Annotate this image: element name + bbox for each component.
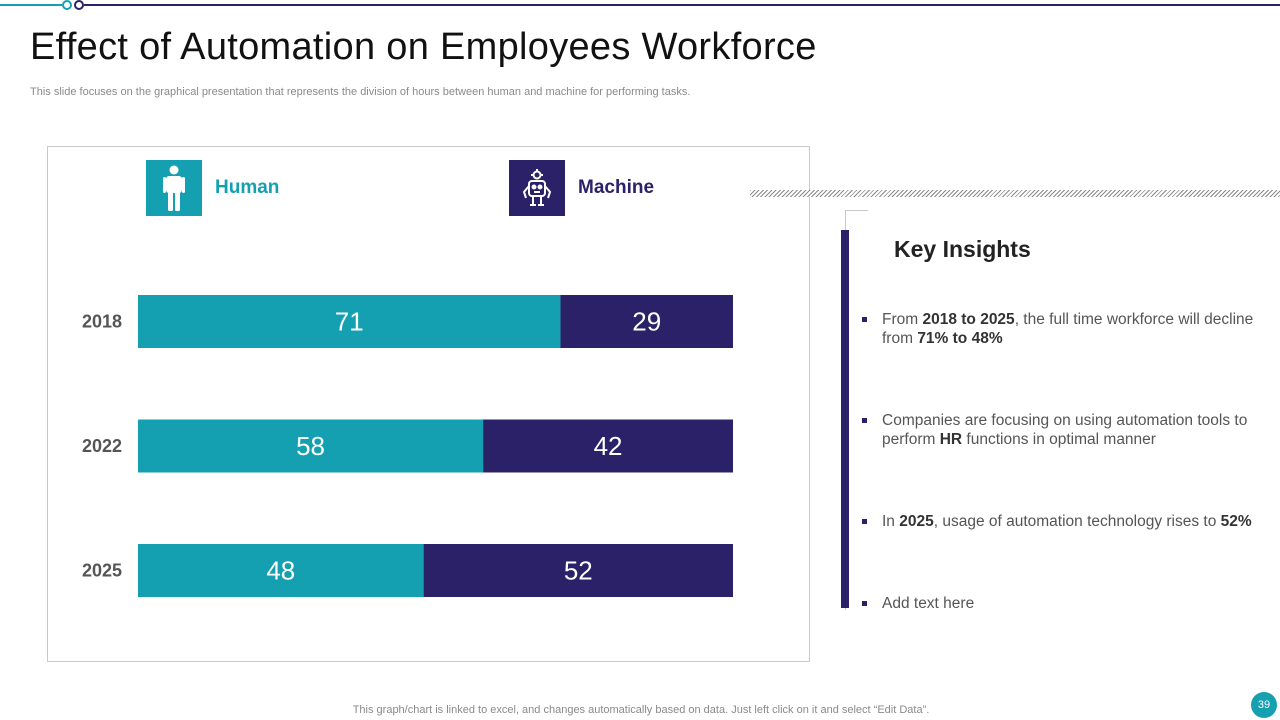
person-icon bbox=[146, 160, 202, 216]
insights-accent-bar bbox=[841, 230, 849, 608]
slide-title: Effect of Automation on Employees Workfo… bbox=[30, 26, 817, 68]
bar-segment-machine-2022[interactable] bbox=[483, 419, 733, 473]
insight-text: From 2018 to 2025, the full time workfor… bbox=[882, 310, 1272, 348]
robot-icon bbox=[509, 160, 565, 216]
insight-emphasis: HR bbox=[939, 431, 963, 448]
insight-emphasis: 71% to 48% bbox=[917, 330, 1003, 347]
top-rule-dark-ring bbox=[74, 0, 84, 10]
top-decorative-rule bbox=[0, 0, 1280, 12]
insight-bullet bbox=[862, 418, 867, 423]
bar-segment-machine-2018[interactable] bbox=[560, 295, 733, 348]
insight-emphasis: 2018 to 2025 bbox=[922, 311, 1015, 328]
top-rule-teal-ring bbox=[62, 0, 72, 10]
insight-bullet bbox=[862, 317, 867, 322]
legend-human: Human bbox=[146, 160, 279, 216]
insight-text: Add text here bbox=[882, 594, 974, 613]
top-rule-dark-line bbox=[84, 4, 1280, 6]
legend-machine: Machine bbox=[509, 160, 654, 216]
bar-segment-human-2025[interactable] bbox=[138, 544, 424, 597]
legend-machine-label: Machine bbox=[578, 177, 655, 198]
insight-segment: , the full time workforce will decline f… bbox=[882, 311, 1254, 347]
insight-bullet bbox=[862, 519, 867, 524]
insight-emphasis: 52% bbox=[1220, 513, 1252, 530]
page-number-badge: 39 bbox=[1251, 692, 1277, 718]
slide-subtitle: This slide focuses on the graphical pres… bbox=[30, 86, 691, 98]
bar-segment-human-2018[interactable] bbox=[138, 295, 561, 348]
insight-emphasis: 2025 bbox=[899, 513, 934, 530]
insight-bullet bbox=[862, 601, 867, 606]
insights-title: Key Insights bbox=[894, 236, 1031, 262]
insight-segment: functions in optimal manner bbox=[962, 431, 1156, 448]
insight-text: In 2025, usage of automation technology … bbox=[882, 512, 1252, 531]
legend-human-label: Human bbox=[215, 177, 280, 198]
insight-segment: Companies are focusing on using automati… bbox=[882, 412, 1248, 448]
insight-item: Companies are focusing on using automati… bbox=[862, 411, 1272, 449]
insight-segment: From bbox=[882, 311, 923, 328]
bar-segment-machine-2025[interactable] bbox=[423, 544, 733, 597]
insight-item: In 2025, usage of automation technology … bbox=[862, 512, 1272, 531]
top-rule-teal-line bbox=[0, 4, 62, 6]
robot-icon-glyph bbox=[522, 169, 552, 206]
insight-text: Companies are focusing on using automati… bbox=[882, 411, 1272, 449]
insight-segment: Add text here bbox=[882, 595, 975, 612]
footnote: This graph/chart is linked to excel, and… bbox=[352, 704, 930, 716]
insight-item: Add text here bbox=[862, 594, 1272, 613]
insight-segment: In bbox=[882, 513, 900, 530]
insight-item: From 2018 to 2025, the full time workfor… bbox=[862, 310, 1272, 348]
bar-segment-human-2022[interactable] bbox=[138, 419, 484, 473]
insight-segment: , usage of automation technology rises t… bbox=[933, 513, 1221, 530]
hatched-divider bbox=[750, 190, 1280, 197]
person-icon-glyph bbox=[163, 165, 185, 211]
